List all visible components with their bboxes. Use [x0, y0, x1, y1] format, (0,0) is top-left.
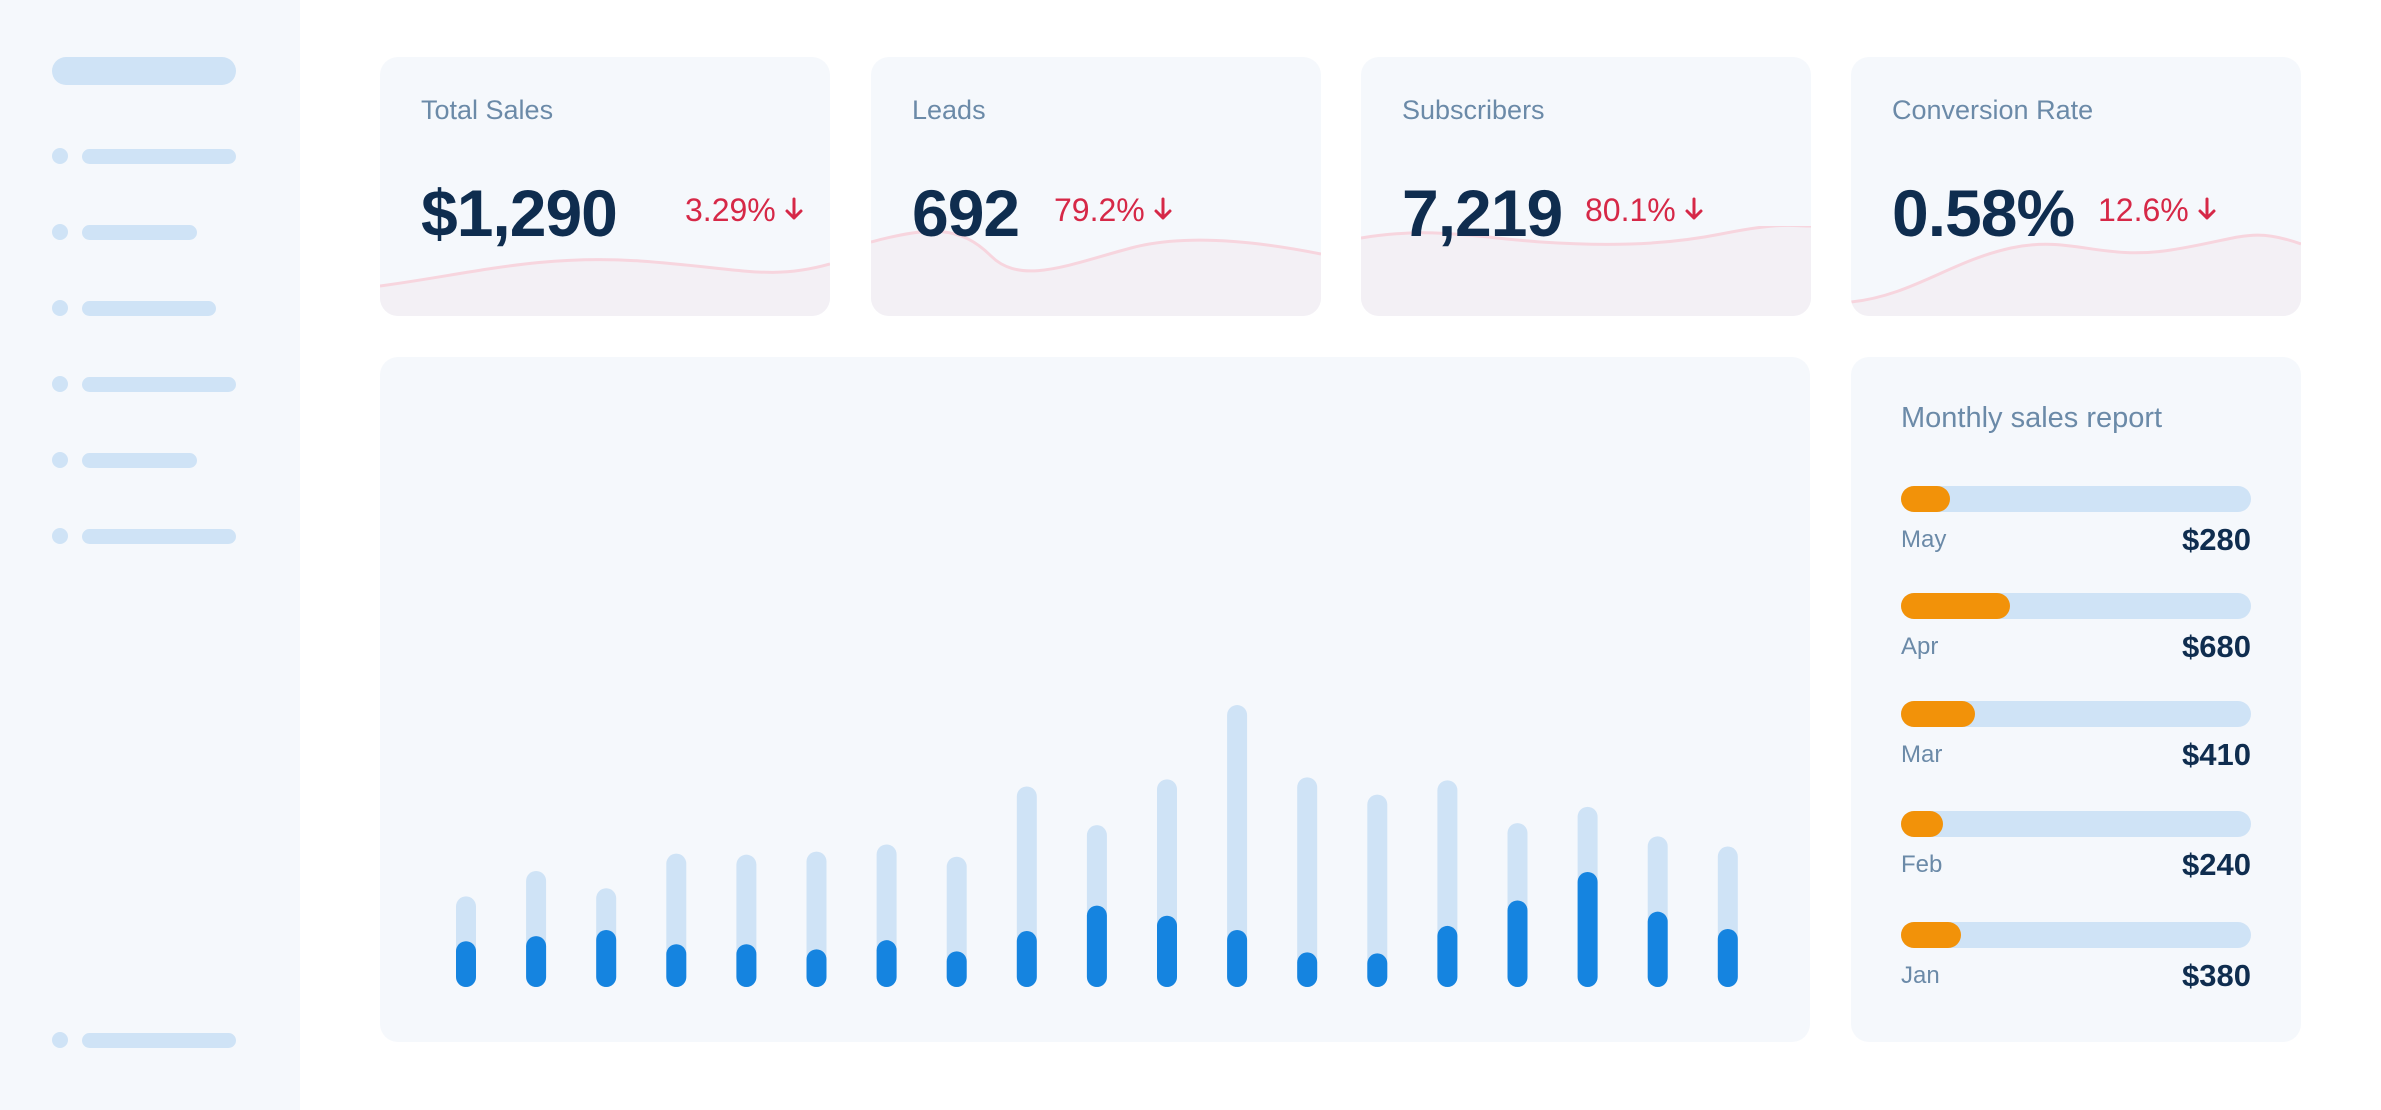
- bar-value-15: [1437, 925, 1458, 987]
- stat-card-leads[interactable]: Leads 692 79.2%: [871, 57, 1321, 316]
- stat-change: 3.29%: [685, 192, 804, 229]
- progress-track: [1901, 922, 2251, 948]
- report-amount: $380: [2182, 958, 2251, 993]
- sidebar-item-label-placeholder: [82, 453, 197, 468]
- stat-title: Conversion Rate: [1892, 95, 2094, 125]
- progress-track: [1901, 811, 2251, 837]
- nav-dot-icon: [52, 1032, 68, 1048]
- report-amount: $280: [2182, 522, 2251, 557]
- stat-card-subscribers[interactable]: Subscribers 7,219 80.1%: [1361, 57, 1811, 316]
- stat-change: 79.2%: [1054, 192, 1173, 229]
- stat-value: 0.58%: [1892, 176, 2075, 250]
- nav-dot-icon: [52, 224, 68, 240]
- sidebar-item-label-placeholder: [82, 225, 197, 240]
- sidebar-item-label-placeholder: [82, 149, 236, 164]
- arrow-down-icon: [784, 192, 804, 229]
- report-month: Jan: [1901, 962, 1940, 989]
- report-month: Apr: [1901, 633, 1939, 660]
- sidebar-header-placeholder: [52, 57, 236, 85]
- stat-value: $1,290: [421, 176, 618, 250]
- bar-value-5: [736, 944, 757, 987]
- bar-value-7: [876, 940, 897, 987]
- nav-dot-icon: [52, 452, 68, 468]
- stat-title: Total Sales: [421, 95, 554, 125]
- nav-dot-icon: [52, 300, 68, 316]
- sparkline: [380, 258, 830, 316]
- stat-change-value: 12.6%: [2098, 192, 2189, 228]
- nav-dot-icon: [52, 148, 68, 164]
- progress-track: [1901, 486, 2251, 512]
- stat-card-total-sales[interactable]: Total Sales $1,290 3.29%: [380, 57, 830, 316]
- sparkline: [1851, 233, 2301, 316]
- bar-value-9: [1016, 931, 1037, 987]
- sparkline: [1361, 226, 1811, 316]
- report-title: Monthly sales report: [1901, 402, 2163, 434]
- nav-dot-icon: [52, 376, 68, 392]
- bar-chart: [456, 705, 1738, 987]
- sidebar: [0, 0, 300, 1110]
- arrow-down-icon: [2197, 192, 2217, 229]
- bar-background-14: [1367, 794, 1388, 987]
- stat-value: 692: [912, 176, 1020, 250]
- stat-change: 12.6%: [2098, 192, 2217, 229]
- bar-background-13: [1297, 777, 1318, 987]
- bar-value-11: [1157, 915, 1177, 987]
- bar-value-8: [946, 951, 967, 987]
- monthly-sales-report-card: Monthly sales report May $280 Apr $680 M…: [1851, 357, 2301, 1042]
- report-amount: $410: [2182, 737, 2251, 772]
- stat-change-value: 80.1%: [1585, 192, 1676, 228]
- bar-value-4: [666, 944, 687, 987]
- stat-value: 7,219: [1402, 176, 1563, 250]
- stat-change-value: 3.29%: [685, 192, 776, 228]
- arrow-down-icon: [1153, 192, 1173, 229]
- report-amount: $240: [2182, 847, 2251, 882]
- bar-value-18: [1647, 911, 1668, 987]
- sales-chart-card: [380, 357, 1810, 1042]
- bar-value-14: [1367, 953, 1388, 987]
- stat-change-value: 79.2%: [1054, 192, 1145, 228]
- bar-value-19: [1717, 928, 1738, 987]
- bar-value-13: [1297, 952, 1318, 987]
- progress-track: [1901, 593, 2251, 619]
- progress-fill: [1901, 811, 1943, 837]
- bar-value-3: [596, 930, 617, 987]
- sidebar-item-label-placeholder: [82, 1033, 236, 1048]
- bar-value-12: [1227, 930, 1248, 987]
- bar-value-1: [456, 941, 476, 987]
- sidebar-item-label-placeholder: [82, 529, 236, 544]
- progress-track: [1901, 701, 2251, 727]
- sparkline: [871, 229, 1321, 316]
- progress-fill: [1901, 593, 2010, 619]
- stat-title: Subscribers: [1402, 95, 1545, 125]
- bar-value-10: [1086, 905, 1107, 987]
- report-month: Mar: [1901, 741, 1943, 768]
- report-month: May: [1901, 526, 1947, 553]
- progress-fill: [1901, 922, 1961, 948]
- stat-title: Leads: [912, 95, 986, 125]
- report-month: Feb: [1901, 851, 1943, 878]
- stat-change: 80.1%: [1585, 192, 1704, 229]
- bar-value-6: [806, 949, 827, 987]
- bar-value-17: [1577, 871, 1598, 987]
- progress-fill: [1901, 486, 1950, 512]
- bar-background-12: [1227, 705, 1248, 987]
- arrow-down-icon: [1684, 192, 1704, 229]
- sidebar-item-label-placeholder: [82, 301, 216, 316]
- bar-value-16: [1507, 900, 1528, 987]
- sidebar-item-label-placeholder: [82, 377, 236, 392]
- stat-card-conversion-rate[interactable]: Conversion Rate 0.58% 12.6%: [1851, 57, 2301, 316]
- nav-dot-icon: [52, 528, 68, 544]
- report-amount: $680: [2182, 629, 2251, 664]
- bar-value-2: [526, 936, 547, 987]
- progress-fill: [1901, 701, 1975, 727]
